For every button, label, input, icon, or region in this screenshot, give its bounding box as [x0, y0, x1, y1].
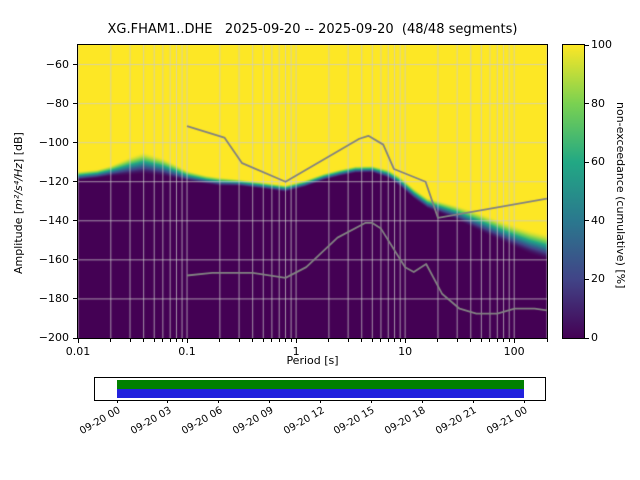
- timeline-tick-mark: [167, 400, 169, 403]
- timeline-tick-mark: [320, 400, 321, 403]
- x-tick-mark: [404, 339, 406, 343]
- y-tick-mark: [73, 142, 77, 144]
- y-tick-mark: [73, 298, 77, 300]
- colorbar-tick-mark: [585, 103, 589, 105]
- x-tick-mark: [186, 339, 188, 343]
- colorbar-tick-mark: [585, 278, 589, 280]
- x-minor-tick-mark: [290, 339, 292, 342]
- y-tick-label: −160: [38, 252, 69, 266]
- x-tick-mark: [513, 339, 515, 343]
- y-tick-mark: [73, 220, 77, 222]
- y-tick-label: −60: [45, 57, 69, 71]
- x-minor-tick-mark: [110, 339, 112, 342]
- x-minor-tick-mark: [169, 339, 171, 342]
- x-minor-tick-mark: [262, 339, 264, 342]
- timeline-tick-mark: [472, 400, 474, 403]
- colorbar-tick-label: 100: [591, 38, 612, 51]
- x-tick-mark: [295, 339, 297, 343]
- y-tick-mark: [73, 181, 77, 183]
- x-axis-label: Period [s]: [286, 354, 339, 367]
- y-tick-mark: [73, 337, 77, 339]
- timeline-segments-bar: [117, 380, 524, 389]
- y-axis-label-prefix: Amplitude [: [12, 209, 25, 274]
- plot-area: [77, 44, 548, 339]
- y-tick-mark: [73, 64, 77, 66]
- x-minor-tick-mark: [162, 339, 164, 342]
- colorbar-tick-label: 60: [591, 155, 605, 169]
- y-tick-label: −140: [38, 213, 69, 227]
- timeline-tick-mark: [523, 400, 525, 403]
- x-minor-tick-mark: [153, 339, 155, 342]
- x-minor-tick-mark: [129, 339, 131, 342]
- colorbar-tick-mark: [585, 44, 589, 46]
- timeline-data-bar: [117, 389, 524, 398]
- colorbar-tick-label: 0: [591, 331, 598, 344]
- colorbar-label: non-exceedance (cumulative) [%]: [614, 102, 627, 289]
- x-minor-tick-mark: [399, 339, 401, 342]
- x-tick-label: 100: [503, 345, 525, 358]
- x-minor-tick-mark: [219, 339, 221, 342]
- y-tick-label: −100: [38, 135, 69, 149]
- y-tick-label: −200: [38, 331, 69, 344]
- y-tick-label: −120: [38, 174, 69, 188]
- colorbar-tick-mark: [585, 337, 589, 339]
- x-minor-tick-mark: [437, 339, 439, 342]
- colorbar-tick-label: 40: [591, 213, 605, 227]
- x-minor-tick-mark: [489, 339, 491, 342]
- x-minor-tick-mark: [394, 339, 396, 342]
- x-minor-tick-mark: [470, 339, 472, 342]
- timeline-tick-mark: [421, 400, 423, 403]
- x-minor-tick-mark: [175, 339, 177, 342]
- y-tick-label: −80: [45, 96, 69, 110]
- x-minor-tick-mark: [181, 339, 183, 342]
- x-minor-tick-mark: [347, 339, 349, 342]
- x-minor-tick-mark: [328, 339, 330, 342]
- x-tick-label: 0.1: [178, 345, 196, 358]
- x-minor-tick-mark: [387, 339, 389, 342]
- x-minor-tick-mark: [456, 339, 458, 342]
- timeline-tick-mark: [269, 400, 271, 403]
- x-minor-tick-mark: [508, 339, 510, 342]
- colorbar-tick-label: 80: [591, 96, 605, 110]
- y-tick-mark: [73, 103, 77, 105]
- colorbar-tick-mark: [585, 161, 589, 163]
- y-axis-label-suffix: ] [dB]: [12, 132, 25, 164]
- y-tick-mark: [73, 259, 77, 261]
- colorbar-tick-mark: [585, 220, 589, 222]
- colorbar-tick-label: 20: [591, 272, 605, 286]
- x-tick-label: 0.01: [65, 345, 91, 358]
- psd-heatmap-canvas: [78, 45, 547, 338]
- x-minor-tick-mark: [252, 339, 254, 342]
- x-minor-tick-mark: [496, 339, 498, 342]
- x-tick-label: 10: [398, 345, 413, 358]
- y-tick-label: −180: [38, 291, 69, 305]
- timeline-tick-mark: [370, 400, 372, 403]
- plot-title: XG.FHAM1..DHE 2025-09-20 -- 2025-09-20 (…: [107, 22, 518, 37]
- x-minor-tick-mark: [546, 339, 548, 342]
- colorbar: [562, 44, 585, 339]
- y-axis-label-units: m²/s⁴/Hz: [12, 163, 25, 210]
- timeline-tick-mark: [218, 400, 220, 403]
- x-minor-tick-mark: [503, 339, 505, 342]
- x-minor-tick-mark: [238, 339, 240, 342]
- x-minor-tick-mark: [271, 339, 273, 342]
- x-tick-mark: [77, 339, 79, 343]
- y-axis-label: Amplitude [m²/s⁴/Hz] [dB]: [12, 132, 25, 274]
- x-minor-tick-mark: [380, 339, 382, 342]
- x-minor-tick-mark: [285, 339, 287, 342]
- x-minor-tick-mark: [143, 339, 145, 342]
- x-minor-tick-mark: [371, 339, 373, 342]
- x-tick-label: 1: [292, 345, 300, 358]
- x-minor-tick-mark: [361, 339, 363, 342]
- x-minor-tick-mark: [480, 339, 482, 342]
- timeline-tick-mark: [116, 400, 118, 403]
- x-minor-tick-mark: [278, 339, 280, 342]
